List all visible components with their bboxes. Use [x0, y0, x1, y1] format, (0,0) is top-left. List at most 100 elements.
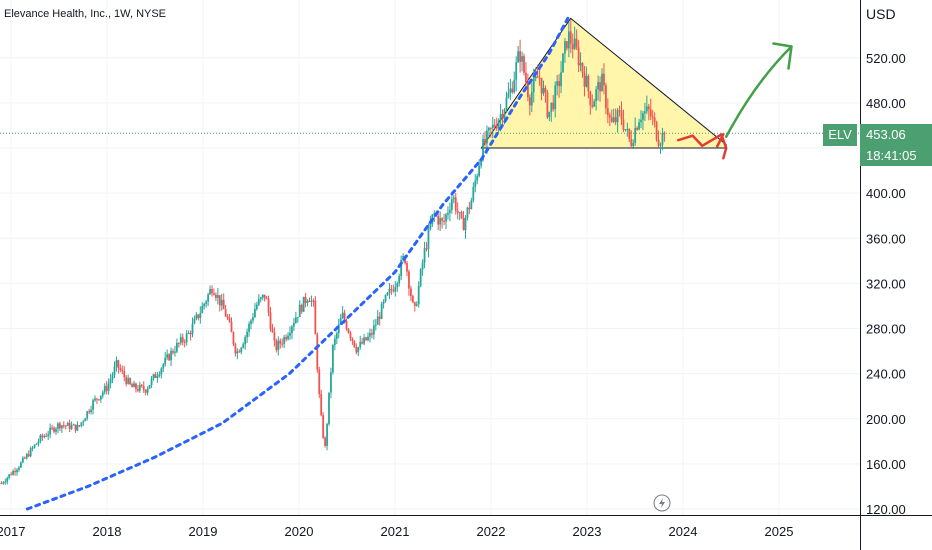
- candle-body: [60, 425, 63, 429]
- candle-body: [645, 106, 648, 112]
- candle-body: [35, 443, 38, 445]
- candle-body: [343, 312, 346, 321]
- candle-body: [0, 483, 3, 485]
- candle-body: [25, 454, 28, 459]
- candle-body: [109, 379, 112, 384]
- bearish-wave[interactable]: [676, 133, 728, 160]
- candle-body: [117, 360, 120, 369]
- candle-body: [37, 441, 40, 444]
- candle-body: [441, 218, 443, 221]
- candle-body: [606, 108, 609, 116]
- candle-body: [372, 325, 375, 335]
- candle-body: [515, 62, 518, 80]
- candle-body: [341, 312, 344, 319]
- candle-body: [213, 293, 215, 295]
- candle-body: [513, 79, 516, 93]
- candle-body: [333, 338, 336, 346]
- candle-body: [289, 332, 291, 336]
- candle-body: [560, 72, 562, 87]
- candle-body: [349, 332, 352, 338]
- bullish-arrow[interactable]: [724, 45, 793, 139]
- candle-body: [345, 320, 348, 330]
- candle-body: [185, 333, 188, 343]
- candle-body: [577, 47, 580, 66]
- candle-body: [528, 97, 531, 106]
- candle-body: [628, 128, 631, 140]
- candle-body: [454, 197, 457, 211]
- candle-body: [603, 73, 605, 86]
- candle-body: [216, 295, 219, 298]
- candle-body: [620, 110, 623, 120]
- candle-body: [493, 124, 496, 128]
- candle-body: [626, 128, 629, 130]
- candle-body: [415, 304, 418, 306]
- candle-body: [230, 321, 233, 333]
- candle-body: [320, 394, 323, 416]
- price-axis[interactable]: 120.00 160.00 200.00 240.00 280.00 320.00 360.…: [866, 51, 906, 517]
- candle-body: [298, 304, 301, 317]
- candle-body: [491, 124, 494, 129]
- candle-body: [68, 422, 71, 429]
- candle-body: [302, 296, 305, 312]
- time-axis[interactable]: 2017 2018 2019 2020 2021 2022 2023 2024 2025: [0, 524, 793, 539]
- candle-body: [29, 448, 32, 457]
- candle-body: [304, 296, 307, 303]
- dashed-growth-curve[interactable]: [25, 16, 570, 511]
- candle-body: [16, 469, 18, 473]
- candle-body: [273, 332, 276, 341]
- time-tick-label: 2017: [0, 524, 25, 539]
- candle-body: [119, 368, 122, 370]
- candle-body: [540, 77, 543, 94]
- candle-body: [624, 129, 627, 131]
- candle-body: [474, 180, 477, 187]
- candle-body: [501, 113, 504, 119]
- candle-body: [207, 294, 209, 302]
- bar-countdown: 18:41:05: [860, 146, 932, 166]
- candle-body: [335, 333, 338, 339]
- candle-body: [306, 301, 309, 303]
- candle-body: [66, 422, 69, 426]
- candle-body: [123, 371, 126, 378]
- candle-body: [587, 75, 590, 92]
- candle-body: [55, 428, 57, 432]
- candle-body: [585, 75, 588, 87]
- candle-body: [191, 323, 194, 335]
- candle-body: [486, 130, 488, 144]
- candle-body: [532, 78, 535, 93]
- candle-body: [472, 186, 475, 201]
- candle-body: [45, 435, 48, 437]
- candle-body: [127, 378, 130, 384]
- candle-body: [254, 309, 256, 318]
- candle-body: [378, 316, 381, 319]
- candle-body: [296, 316, 299, 318]
- candle-body: [476, 175, 479, 181]
- symbol-title: Elevance Health, Inc., 1W, NYSE: [4, 8, 167, 20]
- candle-body: [51, 427, 53, 429]
- candle-body: [176, 343, 178, 352]
- candle-body: [398, 276, 401, 284]
- candle-body: [482, 138, 484, 160]
- candle-body: [530, 92, 533, 106]
- lightning-icon[interactable]: [653, 494, 671, 512]
- candle-body: [129, 378, 131, 385]
- candle-body: [651, 116, 654, 118]
- candle-body: [326, 424, 328, 446]
- last-price-tag: 453.06: [860, 124, 932, 146]
- candle-body: [10, 474, 13, 476]
- candle-body: [111, 374, 114, 380]
- candle-body: [423, 248, 426, 263]
- candle-body: [226, 316, 229, 319]
- ticker-tag: ELV: [823, 124, 857, 146]
- candle-body: [636, 127, 638, 130]
- candle-body: [622, 119, 625, 130]
- candle-body: [170, 350, 172, 361]
- currency-label[interactable]: USD: [866, 6, 896, 22]
- candle-body: [138, 384, 141, 391]
- candle-body: [137, 388, 139, 391]
- candle-body: [657, 139, 660, 146]
- candle-body: [248, 323, 250, 332]
- candle-body: [382, 301, 385, 304]
- candle-body: [86, 411, 89, 419]
